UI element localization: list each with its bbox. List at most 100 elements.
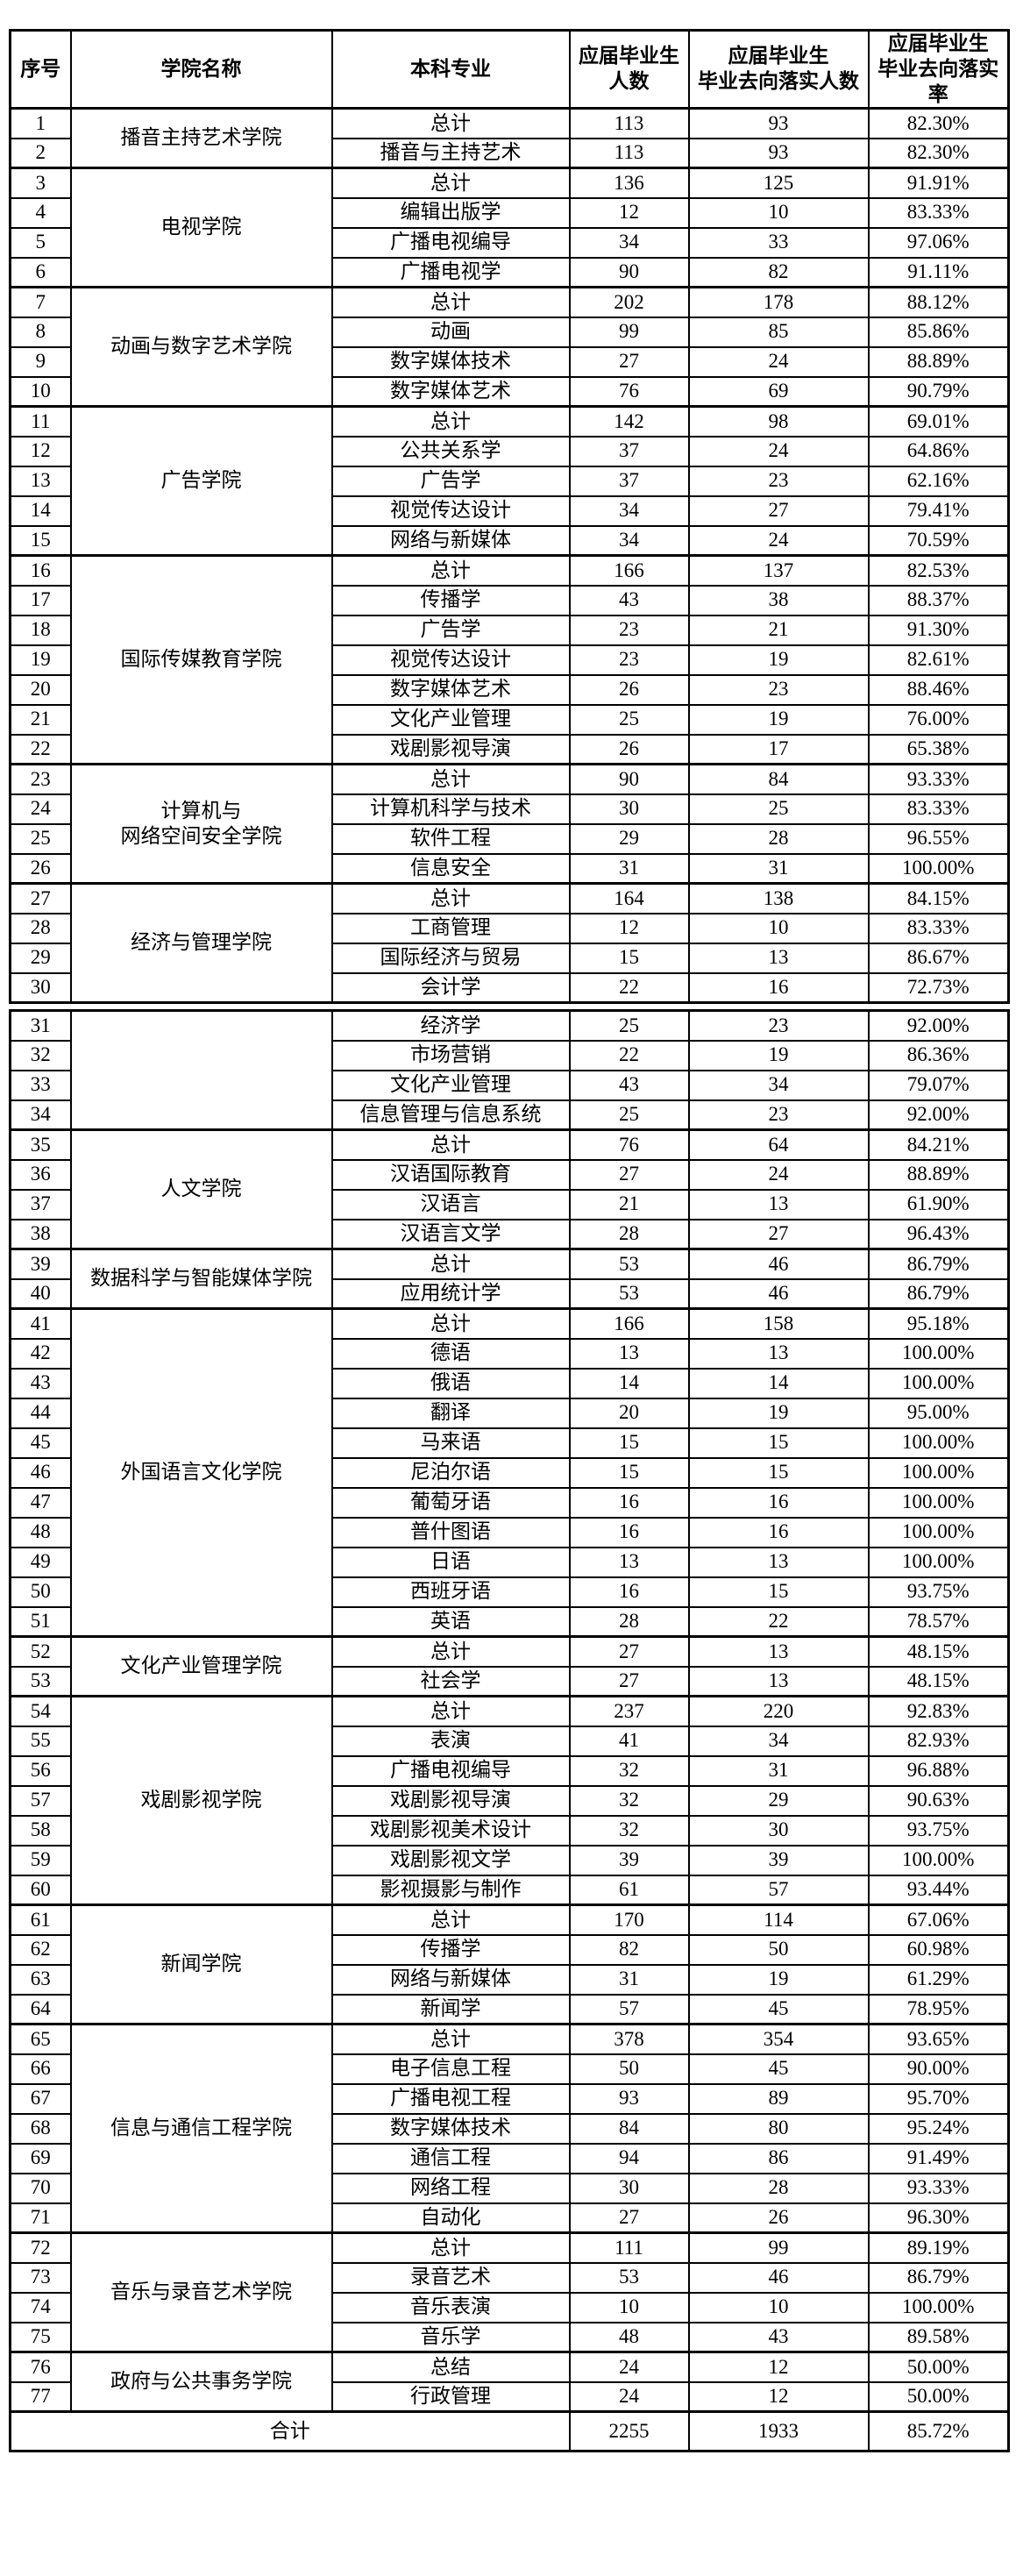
- placed-count-cell: 27: [687, 495, 870, 527]
- header-placement-rate: 应届毕业生 毕业去向落实率: [867, 29, 1010, 110]
- graduates-count-cell: 142: [568, 405, 690, 438]
- placed-count-cell: 13: [687, 1337, 870, 1370]
- grand-total-label-cell: 合计: [9, 2410, 571, 2452]
- graduates-count-cell: 27: [568, 1635, 690, 1668]
- graduates-count-cell: 31: [568, 1963, 690, 1996]
- table-row: 63 网络与新媒体 31 19 61.29%: [9, 1963, 1010, 1996]
- placement-rate-cell: 65.38%: [867, 733, 1010, 765]
- graduates-count-cell: 84: [568, 2112, 690, 2145]
- serial-number-cell: 44: [9, 1397, 72, 1429]
- serial-number-cell: 28: [9, 912, 72, 944]
- major-name-cell: 总计: [330, 2231, 571, 2264]
- major-name-cell: 总计: [330, 882, 571, 914]
- graduates-count-cell: 23: [568, 614, 690, 646]
- placed-count-cell: 86: [687, 2142, 870, 2174]
- placement-rate-cell: 82.53%: [867, 554, 1010, 587]
- major-name-cell: 总计: [330, 286, 571, 318]
- serial-number-cell: 4: [9, 196, 72, 229]
- graduates-count-cell: 24: [568, 2380, 690, 2413]
- major-name-cell: 俄语: [330, 1367, 571, 1399]
- placed-count-cell: 13: [687, 1546, 870, 1578]
- table-row: 48 普什图语 16 16 100.00%: [9, 1516, 1010, 1548]
- placed-count-cell: 354: [687, 2023, 870, 2055]
- placement-rate-cell: 60.98%: [867, 1933, 1010, 1966]
- major-name-cell: 广播电视学: [330, 256, 571, 288]
- graduates-count-cell: 24: [568, 2351, 690, 2383]
- major-name-cell: 影视摄影与制作: [330, 1874, 571, 1906]
- placement-rate-cell: 100.00%: [867, 1844, 1010, 1876]
- placed-count-cell: 24: [687, 435, 870, 467]
- placement-rate-cell: 93.44%: [867, 1874, 1010, 1906]
- table-row: 22 戏剧影视导演 26 17 65.38%: [9, 733, 1010, 765]
- serial-number-cell: 5: [9, 226, 72, 259]
- graduates-count-cell: 34: [568, 524, 690, 557]
- major-name-cell: 软件工程: [330, 822, 571, 855]
- serial-number-cell: 72: [9, 2231, 72, 2264]
- graduates-count-cell: 26: [568, 673, 690, 706]
- graduates-count-cell: 28: [568, 1605, 690, 1638]
- placement-rate-cell: 61.90%: [867, 1188, 1010, 1220]
- serial-number-cell: 9: [9, 345, 72, 378]
- major-name-cell: 总计: [330, 1695, 571, 1727]
- graduates-count-cell: 30: [568, 793, 690, 825]
- placement-rate-cell: 92.00%: [867, 1099, 1010, 1131]
- major-name-cell: 广播电视工程: [330, 2082, 571, 2115]
- placement-rate-cell: 91.49%: [867, 2142, 1010, 2174]
- placed-count-cell: 24: [687, 1158, 870, 1191]
- table-row: 77 行政管理 24 12 50.00%: [9, 2380, 1010, 2413]
- graduates-count-cell: 25: [568, 1099, 690, 1131]
- placement-rate-cell: 84.15%: [867, 882, 1010, 914]
- serial-number-cell: 65: [9, 2023, 72, 2055]
- serial-number-cell: 25: [9, 822, 72, 855]
- placement-rate-cell: 89.19%: [867, 2231, 1010, 2264]
- graduates-count-cell: 14: [568, 1367, 690, 1399]
- placed-count-cell: 16: [687, 1486, 870, 1519]
- graduates-count-cell: 22: [568, 1039, 690, 1071]
- major-name-cell: 汉语言: [330, 1188, 571, 1220]
- table-row: 31 经济学 25 23 92.00%: [9, 1009, 1010, 1131]
- placement-rate-cell: 78.95%: [867, 1993, 1010, 2025]
- table-row: 54 戏剧影视学院 总计 237 220 92.83%: [9, 1695, 1010, 1906]
- major-name-cell: 德语: [330, 1337, 571, 1370]
- placed-count-cell: 85: [687, 316, 870, 348]
- table-row: 55 表演 41 34 82.93%: [9, 1725, 1010, 1757]
- graduates-count-cell: 53: [568, 2261, 690, 2294]
- placement-rate-cell: 76.00%: [867, 703, 1010, 736]
- serial-number-cell: 45: [9, 1427, 72, 1459]
- table-row: 43 俄语 14 14 100.00%: [9, 1367, 1010, 1399]
- placed-count-cell: 80: [687, 2112, 870, 2145]
- placement-rate-cell: 95.00%: [867, 1397, 1010, 1429]
- graduates-count-cell: 16: [568, 1576, 690, 1608]
- serial-number-cell: 76: [9, 2351, 72, 2383]
- serial-number-cell: 2: [9, 137, 72, 169]
- placed-count-cell: 57: [687, 1874, 870, 1906]
- graduates-count-cell: 32: [568, 1814, 690, 1847]
- placed-count-cell: 45: [687, 1993, 870, 2025]
- grand-total-graduates-cell: 2255: [568, 2410, 690, 2452]
- graduates-count-cell: 53: [568, 1277, 690, 1310]
- serial-number-cell: 59: [9, 1844, 72, 1876]
- graduates-count-cell: 164: [568, 882, 690, 914]
- graduates-count-cell: 90: [568, 763, 690, 795]
- placement-rate-cell: 78.57%: [867, 1605, 1010, 1638]
- serial-number-cell: 36: [9, 1158, 72, 1191]
- placed-count-cell: 27: [687, 1218, 870, 1250]
- major-name-cell: 戏剧影视导演: [330, 1784, 571, 1817]
- college-name-cell: 新闻学院: [69, 1904, 333, 2025]
- college-name-cell: 电视学院: [69, 167, 333, 288]
- major-name-cell: 自动化: [330, 2202, 571, 2234]
- placed-count-cell: 21: [687, 614, 870, 646]
- table-row: 76 政府与公共事务学院 总结 24 12 50.00%: [9, 2351, 1010, 2413]
- graduates-count-cell: 202: [568, 286, 690, 318]
- placed-count-cell: 16: [687, 1516, 870, 1548]
- serial-number-cell: 1: [9, 107, 72, 139]
- placement-rate-cell: 100.00%: [867, 1337, 1010, 1370]
- placement-rate-cell: 100.00%: [867, 2291, 1010, 2323]
- major-name-cell: 行政管理: [330, 2380, 571, 2413]
- graduates-count-cell: 76: [568, 1128, 690, 1161]
- major-name-cell: 总计: [330, 405, 571, 438]
- placed-count-cell: 46: [687, 1277, 870, 1310]
- placement-rate-cell: 100.00%: [867, 1546, 1010, 1578]
- major-name-cell: 通信工程: [330, 2142, 571, 2174]
- graduates-count-cell: 25: [568, 703, 690, 736]
